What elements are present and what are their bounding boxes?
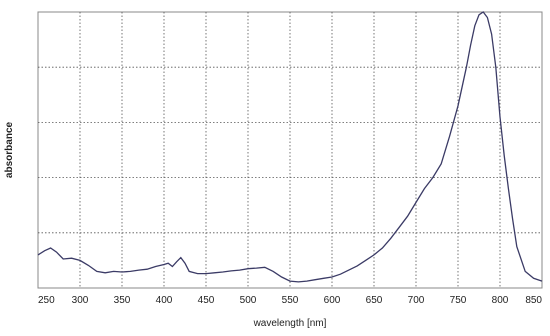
x-tick-label: 350 bbox=[114, 295, 131, 306]
x-tick-label: 650 bbox=[366, 295, 383, 306]
x-tick-label: 800 bbox=[492, 295, 509, 306]
x-tick-label: 600 bbox=[324, 295, 341, 306]
x-tick-label: 700 bbox=[408, 295, 425, 306]
x-tick-label: 850 bbox=[525, 295, 542, 306]
x-axis-title: wavelength [nm] bbox=[253, 318, 327, 329]
x-tick-label: 550 bbox=[282, 295, 299, 306]
x-tick-labels: 250 300 350 400 450 500 550 600 650 700 750 800 850 bbox=[38, 295, 542, 306]
grid-lines bbox=[38, 12, 542, 288]
x-tick-label: 450 bbox=[198, 295, 215, 306]
x-tick-label: 500 bbox=[240, 295, 257, 306]
x-tick-label: 750 bbox=[450, 295, 467, 306]
x-tick-label: 400 bbox=[156, 295, 173, 306]
x-tick-label: 250 bbox=[38, 295, 55, 306]
x-tick-label: 300 bbox=[72, 295, 89, 306]
absorbance-line bbox=[37, 11, 543, 283]
y-axis-title: absorbance bbox=[4, 121, 15, 178]
